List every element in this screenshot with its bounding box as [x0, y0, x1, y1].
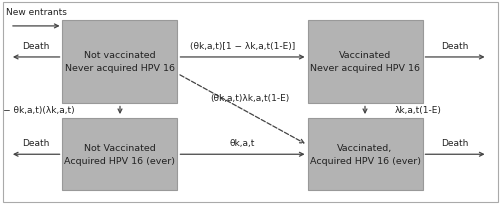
Text: Not vaccinated
Never acquired HPV 16: Not vaccinated Never acquired HPV 16: [65, 51, 175, 73]
Bar: [308, 21, 422, 103]
Text: Death: Death: [22, 42, 50, 50]
Text: Not Vaccinated
Acquired HPV 16 (ever): Not Vaccinated Acquired HPV 16 (ever): [64, 144, 176, 165]
Text: (θk,a,t)[1 − λk,a,t(1-E)]: (θk,a,t)[1 − λk,a,t(1-E)]: [190, 42, 295, 50]
Bar: [62, 21, 178, 103]
Text: Death: Death: [22, 138, 50, 147]
Text: λk,a,t(1-E): λk,a,t(1-E): [395, 106, 442, 115]
Text: Death: Death: [442, 42, 468, 50]
Text: Vaccinated,
Acquired HPV 16 (ever): Vaccinated, Acquired HPV 16 (ever): [310, 144, 420, 165]
Text: New entrants: New entrants: [6, 8, 66, 16]
Text: θk,a,t: θk,a,t: [230, 138, 255, 147]
Text: Vaccinated
Never acquired HPV 16: Vaccinated Never acquired HPV 16: [310, 51, 420, 73]
Text: (1 − θk,a,t)(λk,a,t): (1 − θk,a,t)(λk,a,t): [0, 106, 74, 115]
Bar: [62, 118, 178, 191]
Bar: [308, 118, 422, 191]
Text: Death: Death: [442, 138, 468, 147]
Text: (θk,a,t)λk,a,t(1-E): (θk,a,t)λk,a,t(1-E): [210, 94, 290, 103]
